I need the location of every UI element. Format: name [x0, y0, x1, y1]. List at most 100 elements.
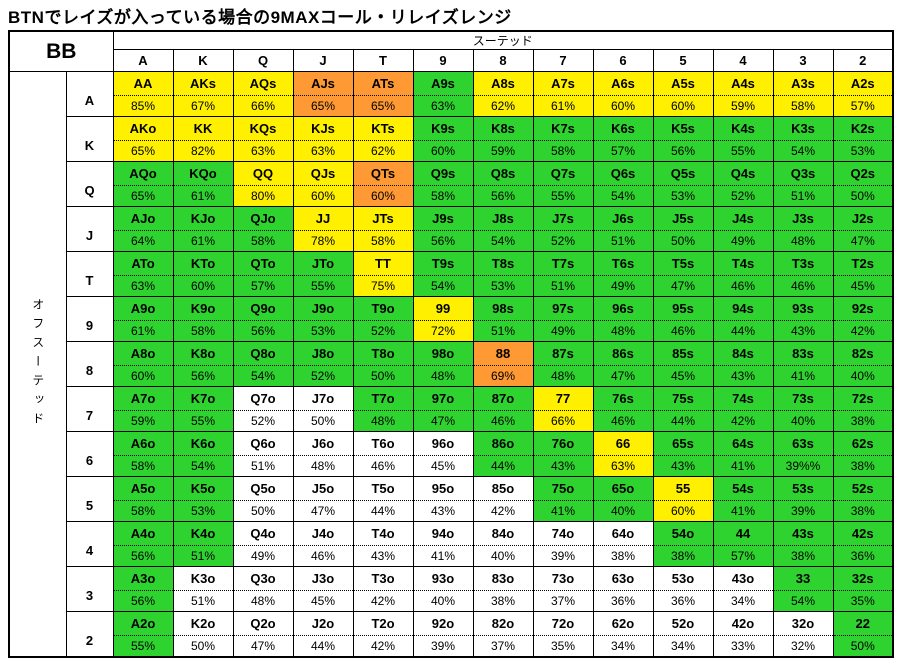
- hand-percentage: 52%: [550, 234, 576, 248]
- hand-percentage: 53%: [190, 504, 216, 518]
- cell-QJs: QJs 60%: [292, 161, 354, 207]
- row-header-label: 2: [85, 633, 94, 648]
- hand-percentage: 45%: [670, 369, 696, 383]
- hand-label: 87s: [534, 343, 592, 366]
- hand-label: T2s: [834, 253, 892, 276]
- cell-ATo: ATo 63%: [112, 251, 174, 297]
- hand-percentage: 50%: [370, 369, 396, 383]
- row-header-label: 5: [85, 498, 94, 513]
- hand-percentage: 35%: [850, 594, 875, 608]
- hand-percentage: 59%: [730, 99, 756, 113]
- row-header-label: 9: [85, 318, 94, 333]
- hand-percentage: 60%: [670, 99, 696, 113]
- cell-KJo: KJo 61%: [172, 206, 234, 252]
- cell-54o: 54o 38%: [652, 521, 714, 567]
- row-header-7: 7: [65, 386, 114, 432]
- hand-label: KQo: [174, 163, 232, 186]
- cell-66: 66 63%: [592, 431, 654, 477]
- offsuit-group-cell: オフスーテッド: [8, 71, 67, 658]
- col-header-A: A: [112, 49, 174, 72]
- cell-85o: 85o 42%: [472, 476, 534, 522]
- hand-label: 77: [534, 388, 592, 411]
- hand-percentage: 63%: [430, 99, 456, 113]
- cell-Q5s: Q5s 53%: [652, 161, 714, 207]
- hand-percentage: 59%: [130, 414, 156, 428]
- hand-percentage: 56%: [190, 369, 216, 383]
- hand-percentage: 72%: [430, 324, 456, 338]
- cell-JTo: JTo 55%: [292, 251, 354, 297]
- cell-63o: 63o 36%: [592, 566, 654, 612]
- cell-K2o: K2o 50%: [172, 611, 234, 658]
- hand-percentage: 47%: [250, 639, 276, 653]
- hand-label: 22: [834, 612, 892, 636]
- cell-92s: 92s 42%: [832, 296, 894, 342]
- hand-percentage: 63%: [250, 144, 276, 158]
- hand-percentage: 56%: [430, 234, 456, 248]
- hand-label: 82o: [474, 612, 532, 636]
- cell-T3s: T3s 46%: [772, 251, 834, 297]
- col-header-K: K: [172, 49, 234, 72]
- hand-label: Q4s: [714, 163, 772, 186]
- cell-83o: 83o 38%: [472, 566, 534, 612]
- cell-AA: AA 85%: [112, 71, 174, 117]
- range-table: BB スーテッド A K Q J T 9 8 7 6 5 4 3 2 オフスーテッド A AA 85% AKs 67% A…: [8, 30, 894, 658]
- hand-percentage: 63%: [130, 279, 156, 293]
- hand-percentage: 40%: [610, 504, 636, 518]
- row-header-8: 8: [65, 341, 114, 387]
- hand-percentage: 40%: [790, 414, 816, 428]
- hand-percentage: 58%: [790, 99, 816, 113]
- hand-percentage: 37%: [550, 594, 576, 608]
- cell-J5s: J5s 50%: [652, 206, 714, 252]
- hand-label: 62s: [834, 433, 892, 456]
- hand-label: 64s: [714, 433, 772, 456]
- cell-62s: 62s 38%: [832, 431, 894, 477]
- hand-label: TT: [354, 253, 412, 276]
- hand-label: T7s: [534, 253, 592, 276]
- hand-percentage: 65%: [310, 99, 336, 113]
- hand-percentage: 49%: [730, 234, 756, 248]
- hand-label: J6s: [594, 208, 652, 231]
- hand-label: 93o: [414, 568, 472, 591]
- hand-label: Q6o: [234, 433, 292, 456]
- cell-95o: 95o 43%: [412, 476, 474, 522]
- hand-label: JTo: [294, 253, 352, 276]
- hand-label: Q5o: [234, 478, 292, 501]
- hand-percentage: 37%: [490, 639, 516, 653]
- hand-percentage: 69%: [490, 369, 516, 383]
- hand-label: K6s: [594, 118, 652, 141]
- hand-label: QJo: [234, 208, 292, 231]
- hand-percentage: 44%: [670, 414, 696, 428]
- cell-55: 55 60%: [652, 476, 714, 522]
- hand-label: 83s: [774, 343, 832, 366]
- cell-87s: 87s 48%: [532, 341, 594, 387]
- hand-percentage: 52%: [730, 189, 756, 203]
- hand-percentage: 80%: [250, 189, 276, 203]
- hand-percentage: 49%: [250, 549, 276, 563]
- hand-percentage: 51%: [490, 324, 516, 338]
- hand-label: 98o: [414, 343, 472, 366]
- cell-KQs: KQs 63%: [232, 116, 294, 162]
- hand-label: AQs: [234, 73, 292, 96]
- hand-percentage: 67%: [190, 99, 216, 113]
- hand-percentage: 54%: [250, 369, 276, 383]
- cell-32o: 32o 32%: [772, 611, 834, 658]
- cell-77: 77 66%: [532, 386, 594, 432]
- cell-Q4s: Q4s 52%: [712, 161, 774, 207]
- hand-percentage: 60%: [670, 504, 696, 518]
- hand-label: K6o: [174, 433, 232, 456]
- hand-label: 96o: [414, 433, 472, 456]
- hand-percentage: 38%: [850, 414, 875, 428]
- hand-label: 53s: [774, 478, 832, 501]
- hand-label: T4o: [354, 523, 412, 546]
- cell-T6s: T6s 49%: [592, 251, 654, 297]
- hand-percentage: 34%: [670, 639, 696, 653]
- hand-label: 86o: [474, 433, 532, 456]
- cell-J2o: J2o 44%: [292, 611, 354, 658]
- hand-percentage: 55%: [730, 144, 756, 158]
- hand-percentage: 44%: [490, 459, 516, 473]
- cell-QTs: QTs 60%: [352, 161, 414, 207]
- row-header-label: Q: [84, 183, 95, 198]
- hand-percentage: 38%: [610, 549, 636, 563]
- cell-A2o: A2o 55%: [112, 611, 174, 658]
